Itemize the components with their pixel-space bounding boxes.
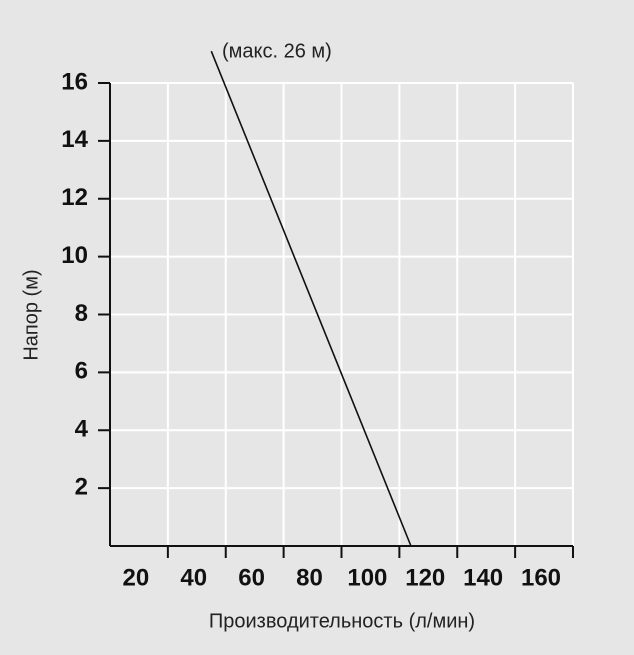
series-line xyxy=(210,50,412,547)
x-tick-label: 140 xyxy=(463,564,503,591)
x-tick-label: 160 xyxy=(521,564,561,591)
y-tick-label: 16 xyxy=(61,68,88,95)
y-tick-label: 4 xyxy=(75,416,89,443)
x-tick-label: 120 xyxy=(405,564,445,591)
y-tick-label: 12 xyxy=(61,184,88,211)
y-tick-label: 10 xyxy=(61,242,88,269)
x-tick-label: 40 xyxy=(180,564,207,591)
y-tick-label: 14 xyxy=(61,126,88,153)
y-tick-label: 8 xyxy=(75,300,88,327)
y-axis-label: Напор (м) xyxy=(20,269,42,360)
x-tick-label: 60 xyxy=(238,564,265,591)
y-tick-label: 6 xyxy=(75,358,88,385)
annotation: (макс. 26 м) xyxy=(222,40,332,62)
x-axis-label: Производительность (л/мин) xyxy=(209,610,475,632)
y-tick-label: 2 xyxy=(75,473,88,500)
x-tick-label: 20 xyxy=(123,564,150,591)
x-tick-label: 80 xyxy=(296,564,323,591)
x-tick-label: 100 xyxy=(347,564,387,591)
